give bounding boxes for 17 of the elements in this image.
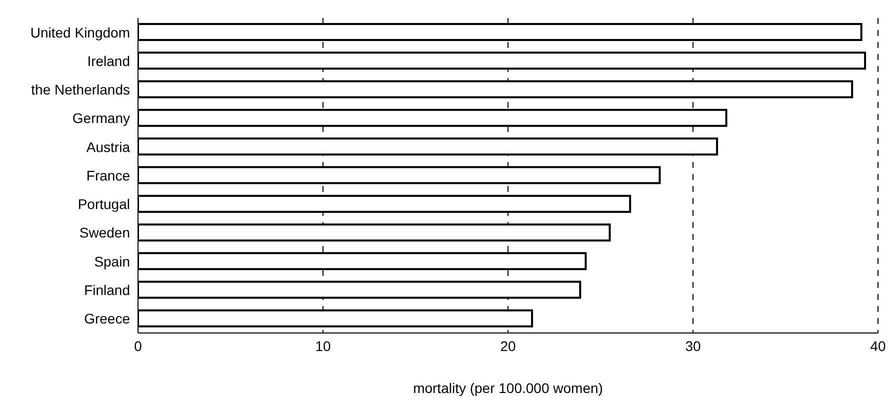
y-tick-label: Portugal bbox=[78, 196, 130, 212]
x-tick-label: 20 bbox=[500, 338, 516, 354]
x-tick-label: 40 bbox=[870, 338, 886, 354]
y-tick-label: Germany bbox=[72, 110, 130, 126]
y-tick-label: Spain bbox=[94, 253, 130, 270]
y-tick-label: France bbox=[86, 167, 130, 184]
y-tick-label: Finland bbox=[84, 282, 130, 298]
x-tick-label: 10 bbox=[315, 338, 331, 354]
y-tick-label: Ireland bbox=[87, 52, 130, 69]
y-tick-label: Greece bbox=[84, 310, 130, 327]
y-tick-label: Sweden bbox=[79, 224, 130, 241]
x-tick-label: 0 bbox=[134, 338, 142, 354]
x-axis-title: mortality (per 100.000 women) bbox=[413, 380, 603, 396]
y-tick-label: Austria bbox=[86, 138, 130, 155]
y-tick-label: the Netherlands bbox=[31, 82, 130, 98]
x-tick-label: 30 bbox=[685, 338, 701, 354]
y-tick-label: United Kingdom bbox=[30, 24, 130, 40]
